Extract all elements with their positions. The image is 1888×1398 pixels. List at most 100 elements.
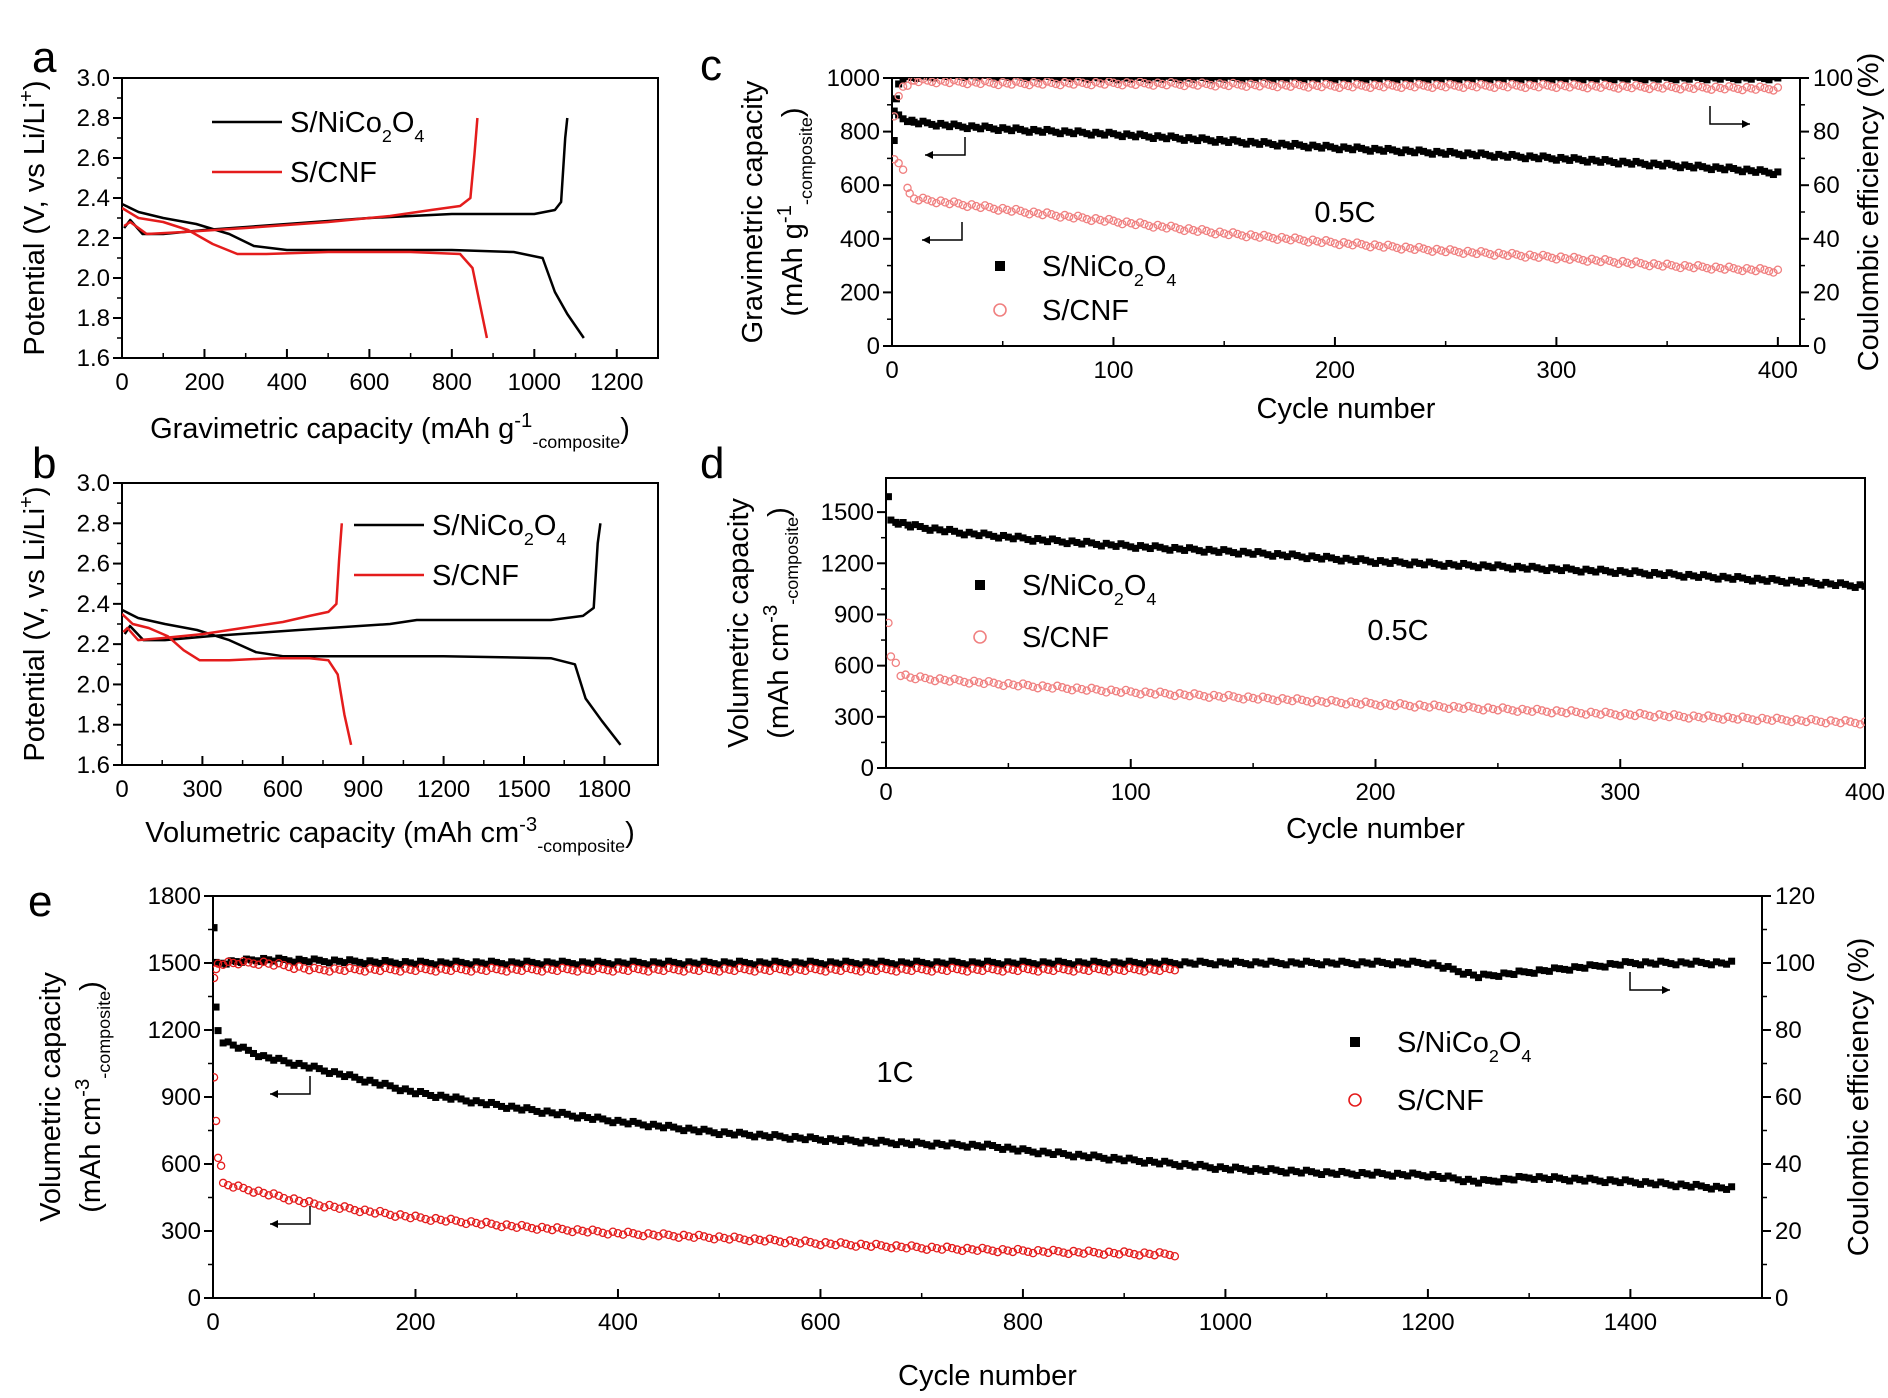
data-point-square [533, 960, 541, 968]
data-point-square [1151, 959, 1159, 967]
data-point-circle [1312, 695, 1322, 705]
data-point-square [1690, 164, 1698, 172]
data-point-square [1226, 960, 1234, 968]
data-point-square [1676, 164, 1684, 172]
data-point-square [1571, 963, 1579, 971]
data-point-circle [284, 962, 294, 972]
data-point-square [786, 1135, 794, 1143]
data-point-square [477, 959, 485, 967]
data-point-square [1703, 164, 1711, 172]
data-point-square [1411, 149, 1419, 157]
data-point-square [1088, 539, 1096, 547]
data-point-square [1464, 969, 1472, 977]
legend-label-text: S/NiCo [1397, 1027, 1489, 1059]
data-point-square [1206, 960, 1214, 968]
data-point-circle [1059, 1248, 1068, 1257]
data-point-square [1712, 163, 1720, 171]
legend-label-sub: 2 [1134, 270, 1144, 290]
data-point-circle [1445, 79, 1455, 89]
data-point-square [1807, 578, 1815, 586]
data-point-circle [507, 1221, 516, 1231]
data-point-square [336, 1070, 344, 1078]
data-point-circle [659, 1229, 668, 1238]
data-point-square [1100, 1154, 1108, 1162]
axis-arrow-head [1662, 986, 1670, 994]
data-point-square [1070, 130, 1078, 138]
data-point-square [1486, 152, 1494, 160]
data-point-square [482, 960, 490, 968]
data-point-square [1778, 578, 1786, 586]
data-point-square [1149, 78, 1157, 81]
data-point-square [791, 958, 799, 966]
data-point-square [1256, 140, 1264, 148]
data-point-circle [1459, 249, 1468, 258]
data-point-square [1368, 960, 1376, 968]
data-point-square [1282, 141, 1290, 149]
data-point-square [899, 78, 907, 84]
series-line-cnf-discharge [122, 612, 353, 746]
data-point-circle [1155, 1248, 1164, 1257]
data-point-square [513, 1104, 521, 1112]
data-point-circle [1078, 78, 1087, 88]
data-point-square [995, 534, 1003, 542]
data-point-circle [259, 957, 268, 967]
data-point-circle [1109, 78, 1118, 88]
data-point-square [1450, 561, 1458, 569]
data-point-square [1437, 78, 1445, 83]
data-point-circle [1273, 696, 1282, 706]
data-point-circle [1816, 717, 1826, 727]
data-point-square [973, 959, 981, 967]
data-point-circle [679, 1230, 689, 1240]
data-point-square [1039, 958, 1047, 966]
data-point-circle [1620, 708, 1630, 718]
y-tick-label: 3.0 [77, 65, 110, 92]
data-point-square [1581, 964, 1589, 972]
data-point-square [305, 958, 313, 966]
data-point-circle [841, 1239, 851, 1249]
data-point-square [1004, 958, 1012, 966]
data-point-square [1309, 141, 1317, 149]
data-point-circle [947, 963, 957, 973]
data-point-circle [315, 1201, 324, 1210]
data-point-circle [1018, 963, 1028, 973]
data-point-circle [1135, 78, 1145, 87]
data-point-circle [1033, 1245, 1043, 1255]
data-point-square [1338, 957, 1346, 965]
data-point-circle [882, 1242, 891, 1252]
data-point-square [1378, 958, 1386, 966]
data-point-square [1221, 959, 1229, 967]
data-point-square [1402, 78, 1410, 82]
data-point-square [1257, 1166, 1265, 1174]
data-point-circle [1370, 240, 1380, 249]
data-point-square [1085, 1154, 1093, 1162]
data-point-square [330, 1068, 338, 1076]
data-point-square [1712, 78, 1720, 82]
data-point-square [1333, 960, 1341, 968]
data-point-square [1557, 78, 1565, 82]
data-point-circle [940, 675, 949, 685]
data-point-square [1389, 146, 1397, 154]
data-point-square [963, 125, 971, 133]
data-point-square [1631, 960, 1639, 968]
data-point-circle [755, 1235, 764, 1245]
data-point-circle [1534, 253, 1543, 262]
data-point-square [1112, 542, 1120, 550]
data-point-circle [1716, 83, 1725, 93]
data-point-circle [406, 965, 415, 974]
data-point-circle [980, 78, 990, 86]
data-point-square [1454, 968, 1462, 976]
data-point-circle [1281, 234, 1291, 243]
data-point-circle [1348, 241, 1357, 250]
data-point-circle [345, 963, 354, 973]
data-point-square [1548, 78, 1556, 84]
data-point-square [862, 958, 870, 966]
legend-label: S/CNF [1022, 622, 1109, 654]
data-point-circle [1268, 695, 1277, 704]
data-point-circle [1038, 964, 1048, 973]
data-point-circle [1374, 241, 1384, 251]
data-point-square [437, 958, 445, 966]
data-point-square [959, 123, 967, 131]
data-point-square [1331, 78, 1339, 84]
data-point-square [1180, 136, 1188, 144]
data-point-square [1264, 139, 1272, 147]
